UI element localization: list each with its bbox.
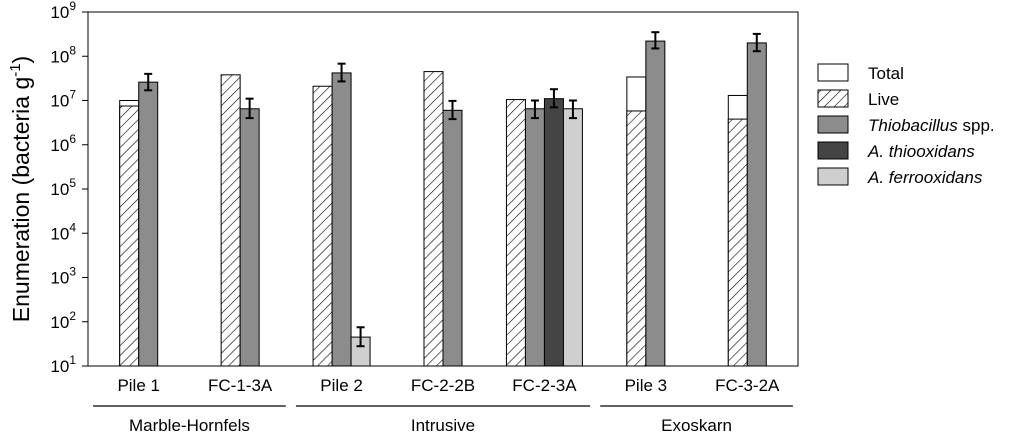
y-tick-label: 107: [50, 88, 76, 111]
legend-label-live: Live: [868, 90, 899, 109]
group-label-intrusive: Intrusive: [411, 416, 475, 435]
bar-live-pile-3: [626, 110, 647, 367]
group-label-marble-hornfels: Marble-Hornfels: [129, 416, 250, 435]
y-tick-label: 104: [50, 220, 76, 243]
x-tick-label-fc-3-2a: FC-3-2A: [715, 376, 780, 395]
bar-a-ferrooxidans-fc-2-3a: [562, 108, 583, 367]
legend: Total Live Thiobacillus spp. A. thiooxidans…: [817, 63, 995, 187]
y-tick-label: 109: [50, 0, 76, 22]
y-tick-label: 101: [50, 353, 76, 376]
bar-thiobacillus-fc-1-3a: [239, 108, 260, 367]
y-tick-label: 103: [50, 265, 76, 288]
bar-thiobacillus-fc-2-2b: [442, 109, 463, 367]
y-axis-label: Enumeration (bacteria g-1): [7, 56, 34, 322]
legend-swatch-a-ferrooxidans: [817, 167, 849, 186]
x-tick-label-pile-3: Pile 3: [625, 376, 668, 395]
legend-label-a-thiooxidans: A. thiooxidans: [867, 142, 975, 161]
legend-swatch-total: [817, 63, 849, 82]
x-tick-label-fc-2-3a: FC-2-3A: [512, 376, 577, 395]
bar-live-pile-2: [312, 85, 333, 367]
x-tick-label-fc-2-2b: FC-2-2B: [411, 376, 475, 395]
bar-live-fc-3-2a: [727, 118, 748, 367]
bar-live-fc-2-2b: [423, 71, 444, 367]
x-tick-label-pile-2: Pile 2: [320, 376, 363, 395]
bar-thiobacillus-fc-3-2a: [746, 42, 767, 367]
legend-label-a-ferrooxidans: A. ferrooxidans: [867, 168, 983, 187]
bar-a-thiooxidans-fc-2-3a: [543, 98, 564, 367]
bar-live-pile-1: [119, 105, 140, 367]
bar-live-fc-1-3a: [220, 74, 241, 367]
legend-swatch-a-thiooxidans: [817, 141, 849, 160]
plot-area: 101 102 103 104 105 106 107 108 109 Pile 1 FC-1-3A…: [50, 0, 799, 395]
legend-label-total: Total: [868, 64, 904, 83]
bar-thiobacillus-pile-1: [138, 81, 159, 367]
y-tick-label: 102: [50, 309, 76, 332]
legend-swatch-live: [817, 89, 849, 108]
x-tick-label-pile-1: Pile 1: [117, 376, 160, 395]
bar-live-fc-2-3a: [505, 99, 526, 367]
y-tick-label: 108: [50, 43, 76, 66]
legend-swatch-thiobacillus: [817, 115, 849, 134]
y-tick-label: 105: [50, 176, 76, 199]
bar-thiobacillus-fc-2-3a: [524, 108, 545, 367]
group-label-exoskarn: Exoskarn: [661, 416, 732, 435]
y-tick-label: 106: [50, 132, 76, 155]
legend-label-thiobacillus: Thiobacillus spp.: [868, 116, 995, 135]
bar-thiobacillus-pile-2: [331, 72, 352, 367]
bar-thiobacillus-pile-3: [645, 40, 666, 367]
x-tick-label-fc-1-3a: FC-1-3A: [208, 376, 273, 395]
